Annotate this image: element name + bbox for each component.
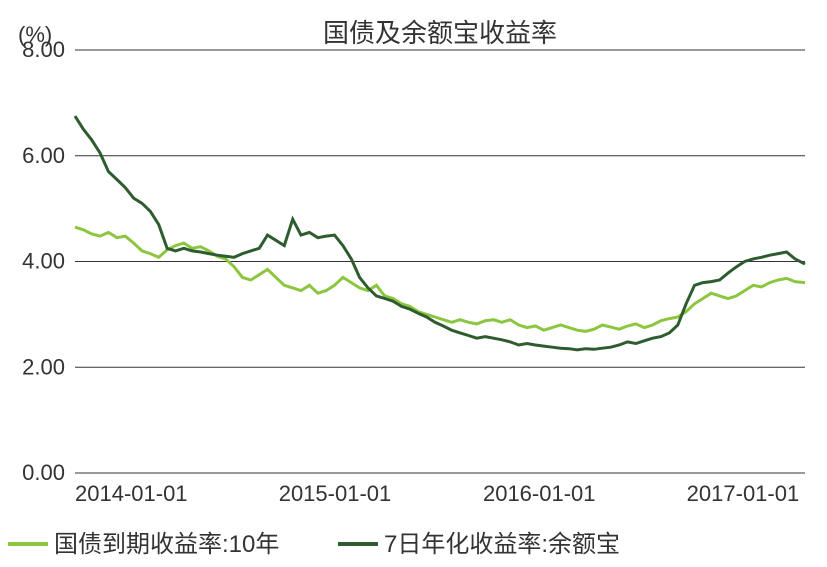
y-tick-label: 6.00 — [22, 143, 65, 168]
y-tick-label: 2.00 — [22, 354, 65, 379]
legend-label: 国债到期收益率:10年 — [54, 531, 279, 558]
y-tick-label: 0.00 — [22, 460, 65, 485]
legend-label: 7日年化收益率:余额宝 — [384, 531, 620, 558]
x-tick-label: 2016-01-01 — [483, 481, 596, 506]
x-tick-label: 2015-01-01 — [279, 481, 392, 506]
series-line-0 — [75, 227, 805, 331]
series-line-1 — [75, 116, 805, 350]
x-tick-label: 2017-01-01 — [687, 481, 800, 506]
chart-title: 国债及余额宝收益率 — [323, 18, 557, 48]
chart-svg: 国债及余额宝收益率(%)0.002.004.006.008.002014-01-… — [0, 0, 827, 567]
yield-chart: 国债及余额宝收益率(%)0.002.004.006.008.002014-01-… — [0, 0, 827, 567]
x-tick-label: 2014-01-01 — [75, 481, 188, 506]
y-tick-label: 4.00 — [22, 249, 65, 274]
y-tick-label: 8.00 — [22, 37, 65, 62]
